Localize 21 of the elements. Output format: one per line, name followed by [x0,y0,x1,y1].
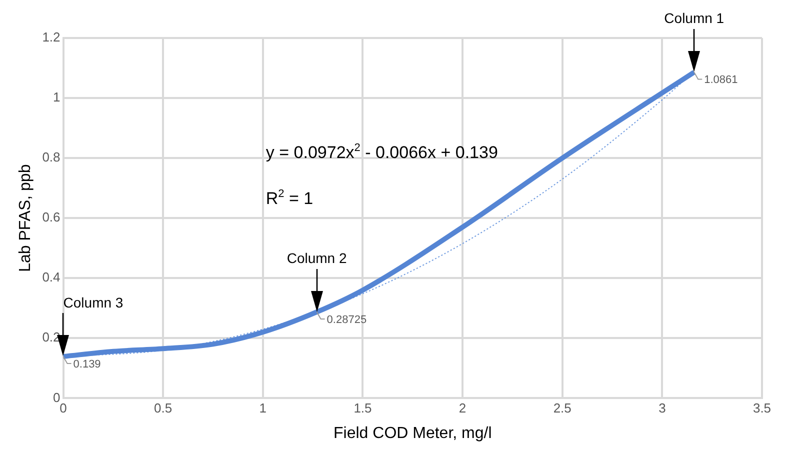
annotation: Column 3 [63,294,124,310]
data-label: 0.28725 [326,314,367,326]
text: Column 1 [664,10,724,26]
x-tick-label: 3 [658,400,666,416]
y-tick-label: 1 [53,90,60,105]
y-tick-label: 0.8 [42,150,60,165]
y-tick-label: 0.4 [42,270,60,285]
x-tick-label: 1.5 [354,400,372,416]
y-tick-label: 0 [53,390,60,405]
x-axis-title: Field COD Meter, mg/l [334,424,492,442]
y-tick-label: 0.6 [42,210,60,225]
data-label: 1.0861 [704,74,738,86]
annotation: Column 2 [286,250,347,266]
x-tick-label: 3.5 [752,400,772,416]
x-tick-label: 1 [259,400,267,416]
y-axis-title: Lab PFAS, ppb [17,164,34,272]
x-tick-label: 2.5 [553,400,572,416]
y-tick-label: 1.2 [42,30,60,45]
data-label: 0.139 [73,358,101,371]
x-tick-label: 0.5 [154,400,172,416]
x-tick-label: 2 [458,400,466,416]
